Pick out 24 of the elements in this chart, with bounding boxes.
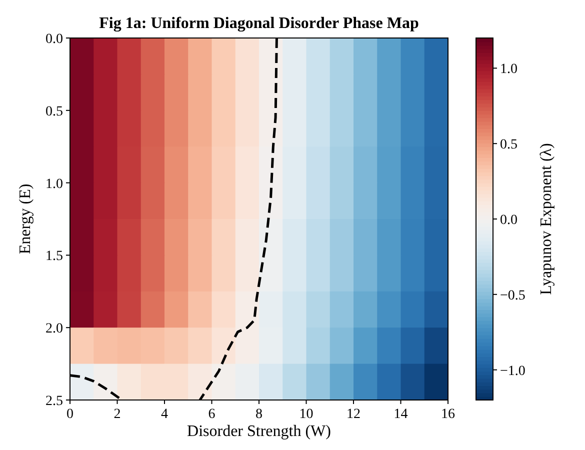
x-tick-label: 8 (256, 407, 262, 422)
y-tick-label: 2.0 (46, 322, 63, 337)
x-tick-label: 16 (441, 407, 455, 422)
y-tick-label: 1.0 (46, 176, 63, 192)
x-tick-label: 4 (161, 407, 168, 422)
color-bar-title: Lyapunov Exponent (λ) (538, 143, 555, 295)
chart-title: Fig 1a: Uniform Diagonal Disorder Phase Map (99, 15, 419, 32)
y-tick-label: 2.5 (46, 394, 63, 409)
color-bar-label: 0.0 (500, 213, 518, 228)
x-axis-title: Disorder Strength (W) (187, 423, 331, 440)
x-tick-label: 14 (394, 407, 408, 422)
color-bar-label: −1.0 (500, 364, 526, 379)
color-bar-label: −0.5 (500, 288, 526, 304)
x-tick-label: 0 (66, 407, 74, 422)
color-bar-label: 1.0 (500, 62, 518, 78)
x-tick-label: 2 (114, 407, 121, 422)
x-tick-label: 12 (346, 407, 360, 422)
y-axis-title: Energy (E) (17, 184, 34, 254)
y-tick-label: 1.5 (46, 249, 63, 264)
x-tick-label: 10 (299, 407, 314, 422)
color-bar-label: 0.5 (500, 138, 518, 153)
y-tick-label: 0.5 (46, 104, 63, 120)
y-tick-label: 0.0 (46, 32, 63, 47)
x-tick-label: 6 (208, 407, 216, 422)
